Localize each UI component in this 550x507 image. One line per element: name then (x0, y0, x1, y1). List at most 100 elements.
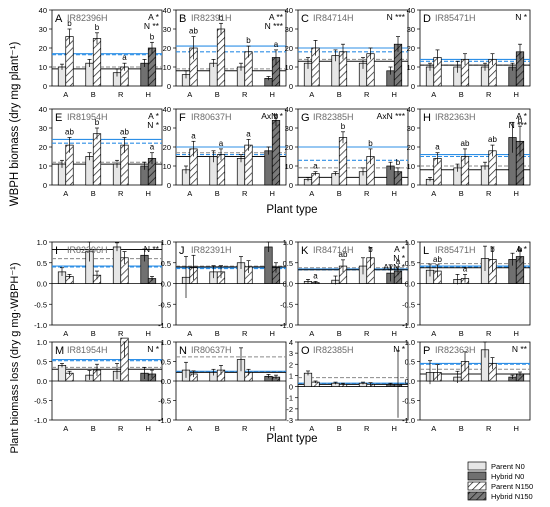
panel-e-stat-0: A * (148, 111, 160, 121)
panel-o-xtick-label-b: B (337, 424, 342, 433)
panel-m-letter-label: M (55, 345, 64, 357)
panel-f-letter-h: b (274, 112, 279, 121)
panel-d-xtick-label-a: A (431, 90, 436, 99)
panel-o-xtick-label-a: A (309, 424, 314, 433)
panel-h-letter-a: a (435, 143, 440, 152)
panel-c-ytick-label-2: 20 (285, 44, 293, 53)
panel-l-ytick-label-1: -0.5 (402, 300, 415, 309)
panel-m-xtick-label-b: B (91, 424, 96, 433)
panel-n-ytick-label-3: 0.5 (161, 358, 171, 367)
panel-f-letter-r: a (246, 129, 251, 138)
panel-h-ytick-label-2: 20 (407, 143, 415, 152)
panel-a-ytick-label-0: 0 (43, 82, 47, 91)
panel-k-stat-1: N * (393, 253, 406, 263)
panel-b-ytick-label-2: 20 (163, 44, 171, 53)
panel-b-letter-r: b (246, 36, 251, 45)
panel-c-xtick-label-r: R (364, 90, 370, 99)
panel-h-xtick-label-r: R (486, 189, 492, 198)
panel-g-letter-r: b (368, 139, 373, 148)
panel-b-ytick-label-4: 40 (163, 6, 171, 15)
panel-f-xtick-label-r: R (242, 189, 248, 198)
panel-d-xtick-label-r: R (486, 90, 492, 99)
panel-k-letter-h: a (396, 257, 401, 266)
panel-f-bar-parent-n0-r (236, 158, 246, 186)
panel-k-stat-0: A * (394, 244, 406, 254)
panel-g-ytick-label-2: 20 (285, 143, 293, 152)
panel-e-xtick-label-h: H (146, 189, 151, 198)
panel-k-ytick-label-2: 0.0 (283, 280, 293, 289)
panel-n-letter-label: N (179, 345, 187, 357)
panel-f-title: IR80637H (191, 112, 232, 122)
panel-a-title: IR82396H (67, 13, 108, 23)
panel-h-xtick-label-h: H (514, 189, 519, 198)
panel-o-ytick-label-2: -1 (286, 394, 293, 403)
panel-e-bar-parent-n150-b (92, 133, 102, 186)
panel-e-title: IR81954H (67, 112, 108, 122)
panel-l-xtick-label-a: A (431, 329, 436, 338)
panel-f-bar-hybrid-n0-h (264, 150, 273, 186)
panel-n-xtick-label-a: A (187, 424, 192, 433)
panel-o-stat-0: N * (393, 344, 406, 354)
panel-d-title: IR85471H (435, 13, 476, 23)
panel-e-stat-1: N * (147, 120, 160, 130)
panel-b-xtick-label-a: A (187, 90, 192, 99)
panel-l-letter-a: ab (433, 255, 442, 264)
panel-b-bar-parent-n150-b (216, 28, 226, 87)
panel-e-xtick-label-b: B (91, 189, 96, 198)
panel-c-xtick-label-h: H (392, 90, 397, 99)
panel-a-ytick-label-2: 20 (39, 44, 47, 53)
panel-g-xtick-label-b: B (337, 189, 342, 198)
legend-swatch-hybrid-n0 (467, 471, 487, 481)
panel-h-letter-label: H (423, 112, 431, 124)
panel-j-ytick-label-1: -0.5 (158, 300, 171, 309)
panel-e-ytick-label-4: 40 (39, 105, 47, 114)
panel-f-letter-b: a (219, 139, 224, 148)
panel-m-bar-parent-n0-a (57, 365, 67, 382)
panel-m-title: IR81954H (67, 345, 108, 355)
panel-n-xtick-label-b: B (215, 424, 220, 433)
panel-p: -1.0 -0.5 0.0 0.5 1.0 A B R H P IR82363H N ** (402, 338, 531, 433)
panel-l-ytick-label-3: 0.5 (405, 259, 415, 268)
panel-e-letter-r: ab (120, 128, 129, 137)
panel-b-letter-h: a (274, 40, 279, 49)
panel-l-letter-label: L (423, 245, 429, 257)
panel-c-title: IR84714H (313, 13, 354, 23)
panel-j-letter-label: J (179, 245, 185, 257)
panel-h-stat-0: A * (516, 111, 528, 121)
legend: Parent N0 Hybrid N0 Parent N150 Hybrid N… (467, 461, 533, 501)
panel-p-stat-0: N ** (512, 344, 528, 354)
panel-h-letter-h: b (518, 116, 523, 125)
panel-g-ytick-label-4: 40 (285, 105, 293, 114)
panel-h-ytick-label-0: 0 (411, 181, 415, 190)
panel-g-title: IR82385H (313, 112, 354, 122)
panel-c-xtick-label-a: A (309, 90, 314, 99)
panel-a-ytick-label-3: 30 (39, 25, 47, 34)
legend-swatch-hybrid-n150 (467, 491, 487, 501)
panel-k-stat-2: AxN * (383, 262, 405, 272)
panel-k-title: IR84714H (313, 245, 354, 255)
panel-a-xtick-label-r: R (118, 90, 124, 99)
panel-o-ytick-label-5: 2 (289, 360, 293, 369)
panel-p-ytick-label-1: -0.5 (402, 397, 415, 406)
panel-m-ytick-label-0: -1.0 (34, 416, 47, 425)
panel-o-ytick-label-0: -3 (286, 416, 293, 425)
panel-c-ytick-label-3: 30 (285, 25, 293, 34)
panel-n-title: IR80637H (191, 345, 232, 355)
panel-e-letter-label: E (55, 112, 62, 124)
panel-h-title: IR82363H (435, 112, 476, 122)
bottom-ylabel: Plant biomass loss (dry g mg·WBPH⁻¹) (9, 262, 21, 453)
panel-n-xtick-label-h: H (270, 424, 275, 433)
panel-j-xtick-label-a: A (187, 329, 192, 338)
panel-g-ytick-label-3: 30 (285, 124, 293, 133)
panel-b-title: IR82391H (191, 13, 232, 23)
legend-label-hybrid-n150: Hybrid N150 (491, 492, 533, 501)
panel-d-ytick-label-2: 20 (407, 44, 415, 53)
panel-e-xtick-label-a: A (63, 189, 68, 198)
panel-m-ytick-label-2: 0.0 (37, 377, 47, 386)
panel-m-stat-0: N * (147, 344, 160, 354)
panel-a-xtick-label-b: B (91, 90, 96, 99)
panel-h-xtick-label-b: B (459, 189, 464, 198)
legend-label-parent-n0: Parent N0 (491, 462, 525, 471)
panel-a-letter-r: a (122, 53, 127, 62)
